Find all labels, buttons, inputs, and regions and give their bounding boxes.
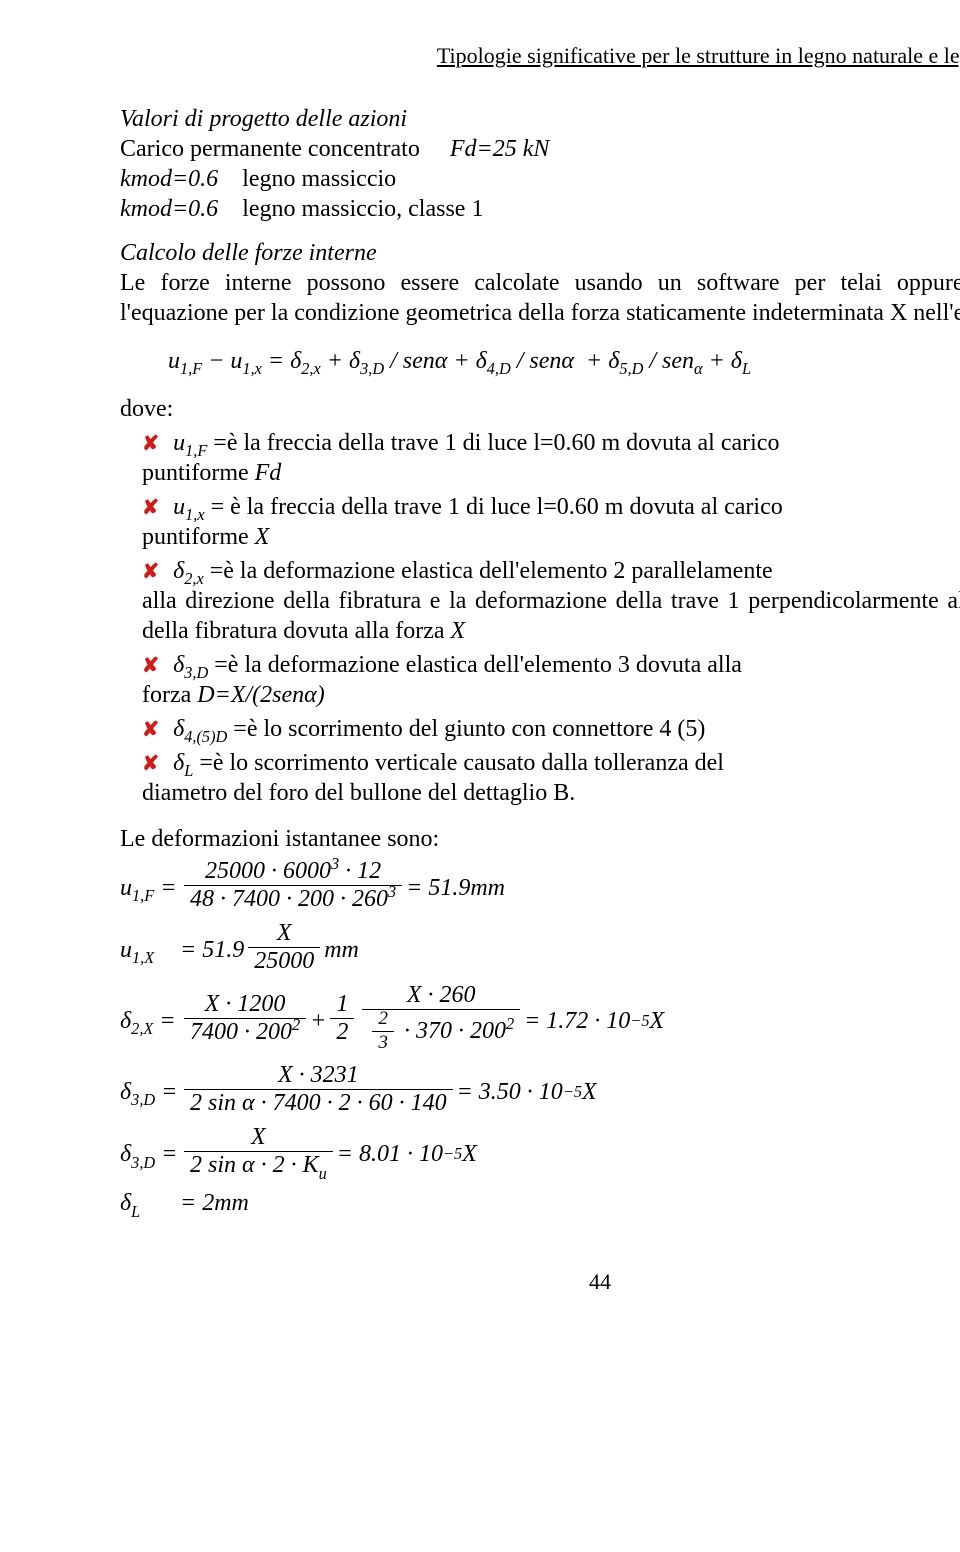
x-icon: ✘	[142, 560, 159, 586]
eq-u1x-num: X	[248, 920, 320, 949]
line-kmod2: kmod=0.6 legno massiccio, classe 1	[120, 194, 960, 224]
line-kmod1: kmod=0.6 legno massiccio	[120, 164, 960, 194]
eq-d3d-b: δ3,D = X 2 sin α · 2 · Ku = 8.01 · 10−5 …	[120, 1126, 960, 1182]
eq-dl-val: = 2mm	[180, 1188, 249, 1218]
x-icon: ✘	[142, 654, 159, 680]
def-u1f: ✘ u1,F =è la freccia della trave 1 di lu…	[120, 428, 960, 458]
definitions-list-5: ✘ δ4,(5)D =è lo scorrimento del giunto c…	[120, 714, 960, 778]
def-d2x-text: =è la deformazione elastica dell'element…	[204, 558, 773, 584]
running-header: Tipologie significative per le strutture…	[120, 42, 960, 70]
definitions-list: ✘ u1,F =è la freccia della trave 1 di lu…	[120, 428, 960, 458]
eq-dl: δL = 2mm	[120, 1188, 960, 1218]
kmod2-val: kmod=0.6	[120, 196, 218, 222]
main-equation: u1,F − u1,x = δ2,x + δ3,D / senα + δ4,D …	[168, 346, 960, 376]
eq-u1f: u1,F = 25000 · 60003 · 12 48 · 7400 · 20…	[120, 860, 960, 916]
def-d3d-cont: forza D=X/(2senα)	[142, 680, 960, 710]
def-u1x: ✘ u1,x = è la freccia della trave 1 di l…	[120, 492, 960, 522]
def-d45d-text: =è lo scorrimento del giunto con connett…	[227, 716, 705, 742]
def-u1x-text: = è la freccia della trave 1 di luce l=0…	[205, 494, 783, 520]
x-icon: ✘	[142, 496, 159, 522]
def-d45d: ✘ δ4,(5)D =è lo scorrimento del giunto c…	[120, 714, 960, 744]
x-icon: ✘	[142, 752, 159, 778]
definitions-list-2: ✘ u1,x = è la freccia della trave 1 di l…	[120, 492, 960, 522]
load-label: Carico permanente concentrato	[120, 136, 420, 162]
eq-u1x: u1,X = 51.9 X 25000 mm	[120, 922, 960, 978]
line-load: Carico permanente concentrato Fd=25 kN	[120, 134, 960, 164]
calc-body-text: Le forze interne possono essere calcolat…	[120, 270, 960, 326]
eq-u1x-den: 25000	[248, 948, 320, 976]
def-dl: ✘ δL =è lo scorrimento verticale causato…	[120, 748, 960, 778]
definitions-list-4: ✘ δ3,D =è la deformazione elastica dell'…	[120, 650, 960, 680]
eq-u1x-pre: = 51.9	[180, 935, 244, 965]
def-u1f-cont: puntiforme Fd	[142, 458, 960, 488]
calc-body: Le forze interne possono essere calcolat…	[120, 268, 960, 328]
definitions-list-3: ✘ δ2,x =è la deformazione elastica dell'…	[120, 556, 960, 586]
eq-d3d-a: δ3,D = X · 3231 2 sin α · 7400 · 2 · 60 …	[120, 1064, 960, 1120]
deform-heading: Le deformazioni istantanee sono:	[120, 824, 960, 854]
def-u1x-cont: puntiforme X	[142, 522, 960, 552]
eq-d2x-half-n: 1	[330, 991, 354, 1020]
def-d3d: ✘ δ3,D =è la deformazione elastica dell'…	[120, 650, 960, 680]
def-u1f-text: =è la freccia della trave 1 di luce l=0.…	[207, 430, 779, 456]
def-d2x-cont: alla direzione della fibratura e la defo…	[142, 586, 960, 646]
section-title: Valori di progetto delle azioni	[120, 104, 960, 134]
kmod2-desc: legno massiccio, classe 1	[242, 196, 483, 222]
kmod1-desc: legno massiccio	[242, 166, 396, 192]
dove-label: dove:	[120, 394, 960, 424]
kmod1-val: kmod=0.6	[120, 166, 218, 192]
def-d2x: ✘ δ2,x =è la deformazione elastica dell'…	[120, 556, 960, 586]
eq-d2x-half-d: 2	[330, 1019, 354, 1047]
eq-u1f-res: = 51.9mm	[406, 873, 505, 903]
page-number: 44	[120, 1268, 960, 1296]
def-dl-cont: diametro del foro del bullone del dettag…	[142, 778, 960, 808]
load-value: Fd=25 kN	[450, 136, 550, 162]
x-icon: ✘	[142, 432, 159, 458]
calc-heading: Calcolo delle forze interne	[120, 238, 960, 268]
eq-u1x-post: mm	[324, 935, 359, 965]
def-dl-text: =è lo scorrimento verticale causato dall…	[193, 750, 724, 776]
x-icon: ✘	[142, 718, 159, 744]
eq-d2x: δ2,X = X · 1200 7400 · 2002 + 1 2 X · 26…	[120, 984, 960, 1058]
def-d3d-text: =è la deformazione elastica dell'element…	[208, 652, 742, 678]
